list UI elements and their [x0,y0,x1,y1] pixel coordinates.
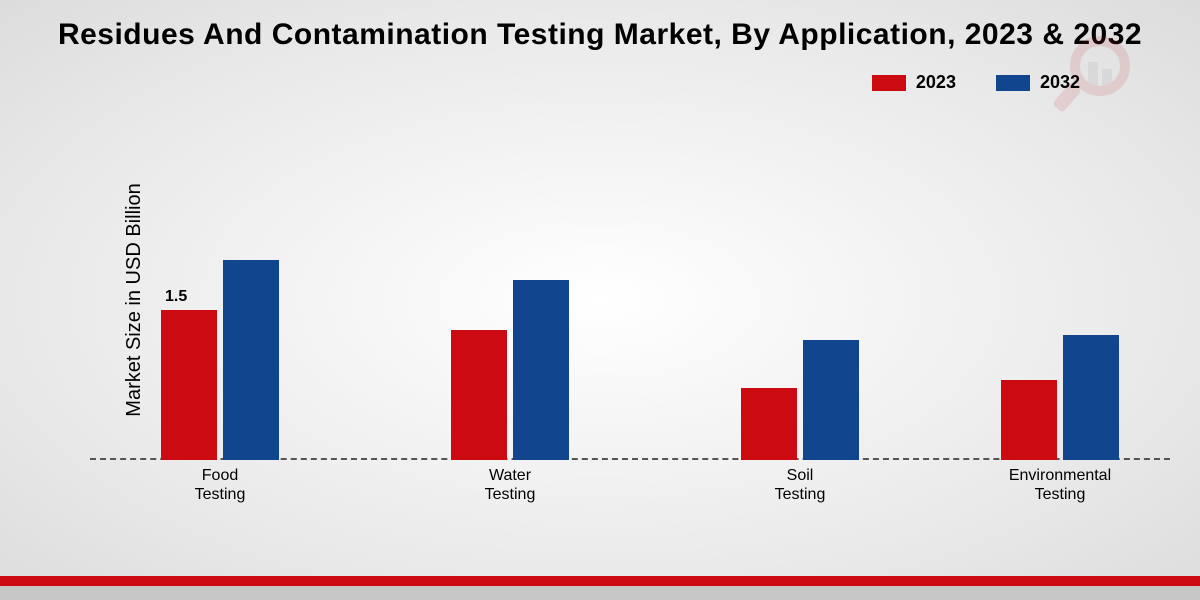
bar-2032 [1063,335,1119,460]
chart-frame: Residues And Contamination Testing Marke… [0,0,1200,600]
x-axis-category-label: Soil Testing [700,466,900,504]
footer-grey-stripe [0,586,1200,600]
bar-group: 1.5 [120,260,320,460]
footer-red-stripe [0,576,1200,586]
legend: 2023 2032 [872,72,1080,93]
bar-group [700,340,900,460]
legend-label-2032: 2032 [1040,72,1080,93]
x-axis-category-label: Water Testing [410,466,610,504]
bar-2023: 1.5 [161,310,217,460]
legend-swatch-2023 [872,75,906,91]
bar-2023 [1001,380,1057,460]
chart-title: Residues And Contamination Testing Marke… [0,18,1200,52]
watermark-logo [1060,36,1140,106]
bar-2023 [451,330,507,460]
bar-2023 [741,388,797,460]
bar-value-label: 1.5 [165,288,187,306]
x-axis-category-label: Environmental Testing [960,466,1160,504]
x-axis-category-label: Food Testing [120,466,320,504]
legend-label-2023: 2023 [916,72,956,93]
legend-item-2023: 2023 [872,72,956,93]
bar-group [960,335,1160,460]
legend-item-2032: 2032 [996,72,1080,93]
bar-group [410,280,610,460]
plot-area: 1.5Food TestingWater TestingSoil Testing… [90,120,1170,500]
bar-2032 [223,260,279,460]
footer-band [0,576,1200,600]
legend-swatch-2032 [996,75,1030,91]
bar-2032 [803,340,859,460]
bar-2032 [513,280,569,460]
